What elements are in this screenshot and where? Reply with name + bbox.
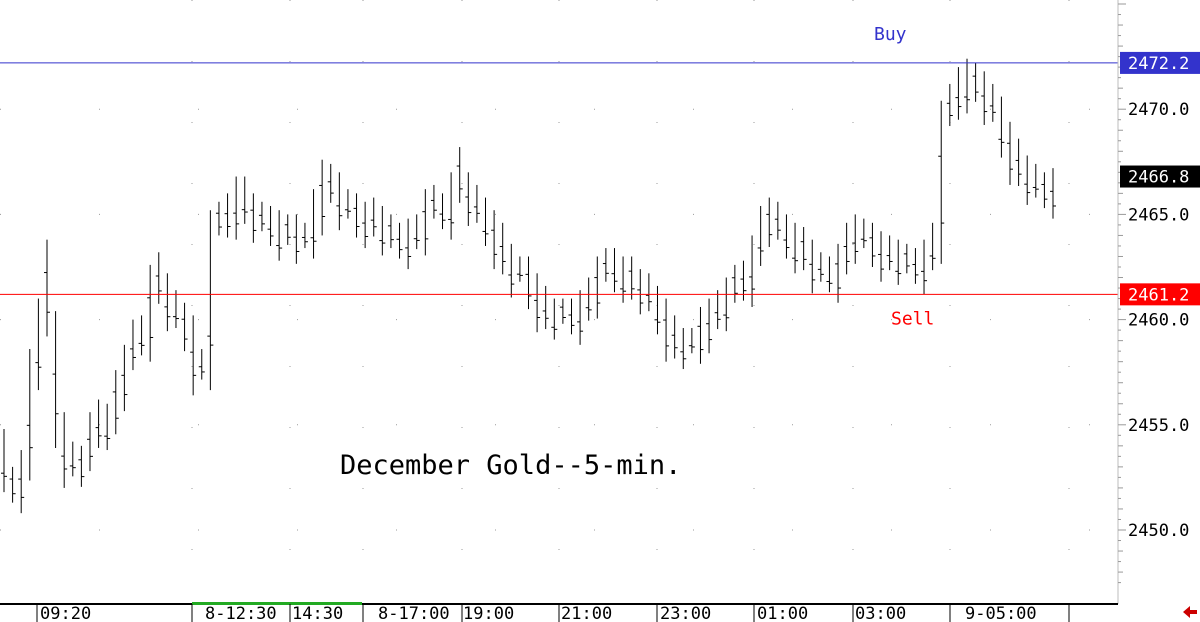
last-price-label: 2466.8 (1128, 168, 1189, 188)
x-axis-labels: 09:20 8-12:30 14:30 8-17:00 19:00 21:00 23:00 0… (36, 604, 1070, 622)
x-label-8: 03:00 (855, 604, 906, 622)
price-boxes: 2472.2 2461.2 2466.8 (1120, 51, 1200, 306)
x-label-5: 21:00 (561, 604, 612, 622)
level-price-box-sell (1120, 283, 1200, 306)
y-tick-label-2: 2460.0 (1128, 311, 1189, 331)
x-label-9: 9-05:00 (965, 604, 1037, 622)
session-bar (192, 602, 362, 605)
x-label-4: 19:00 (463, 604, 514, 622)
x-label-3: 8-17:00 (378, 604, 450, 622)
level-label-buy: Buy (874, 24, 907, 45)
level-price-label-buy: 2472.2 (1128, 54, 1189, 74)
y-tick-label-4: 2470.0 (1128, 100, 1189, 120)
x-label-2: 14:30 (292, 604, 343, 622)
last-price-box (1120, 165, 1200, 188)
y-tick-label-3: 2465.0 (1128, 205, 1189, 225)
level-price-label-sell: 2461.2 (1128, 285, 1189, 305)
chart-grid (0, 0, 1112, 600)
chart-title: December Gold--5-min. (340, 450, 681, 481)
price-levels: Buy Sell (0, 24, 1118, 329)
price-bars (1, 58, 1056, 514)
scroll-left-arrow-icon[interactable] (1183, 606, 1197, 618)
y-tick-label-0: 2450.0 (1128, 521, 1189, 541)
level-label-sell: Sell (891, 308, 934, 329)
x-label-6: 23:00 (660, 604, 711, 622)
y-tick-label-1: 2455.0 (1128, 416, 1189, 436)
x-label-7: 01:00 (757, 604, 808, 622)
x-label-0: 09:20 (40, 604, 91, 622)
x-label-1: 8-12:30 (205, 604, 277, 622)
level-price-box-buy (1120, 51, 1200, 74)
y-axis-ticks: 2450.0 2455.0 2460.0 2465.0 2470.0 (1118, 3, 1189, 584)
